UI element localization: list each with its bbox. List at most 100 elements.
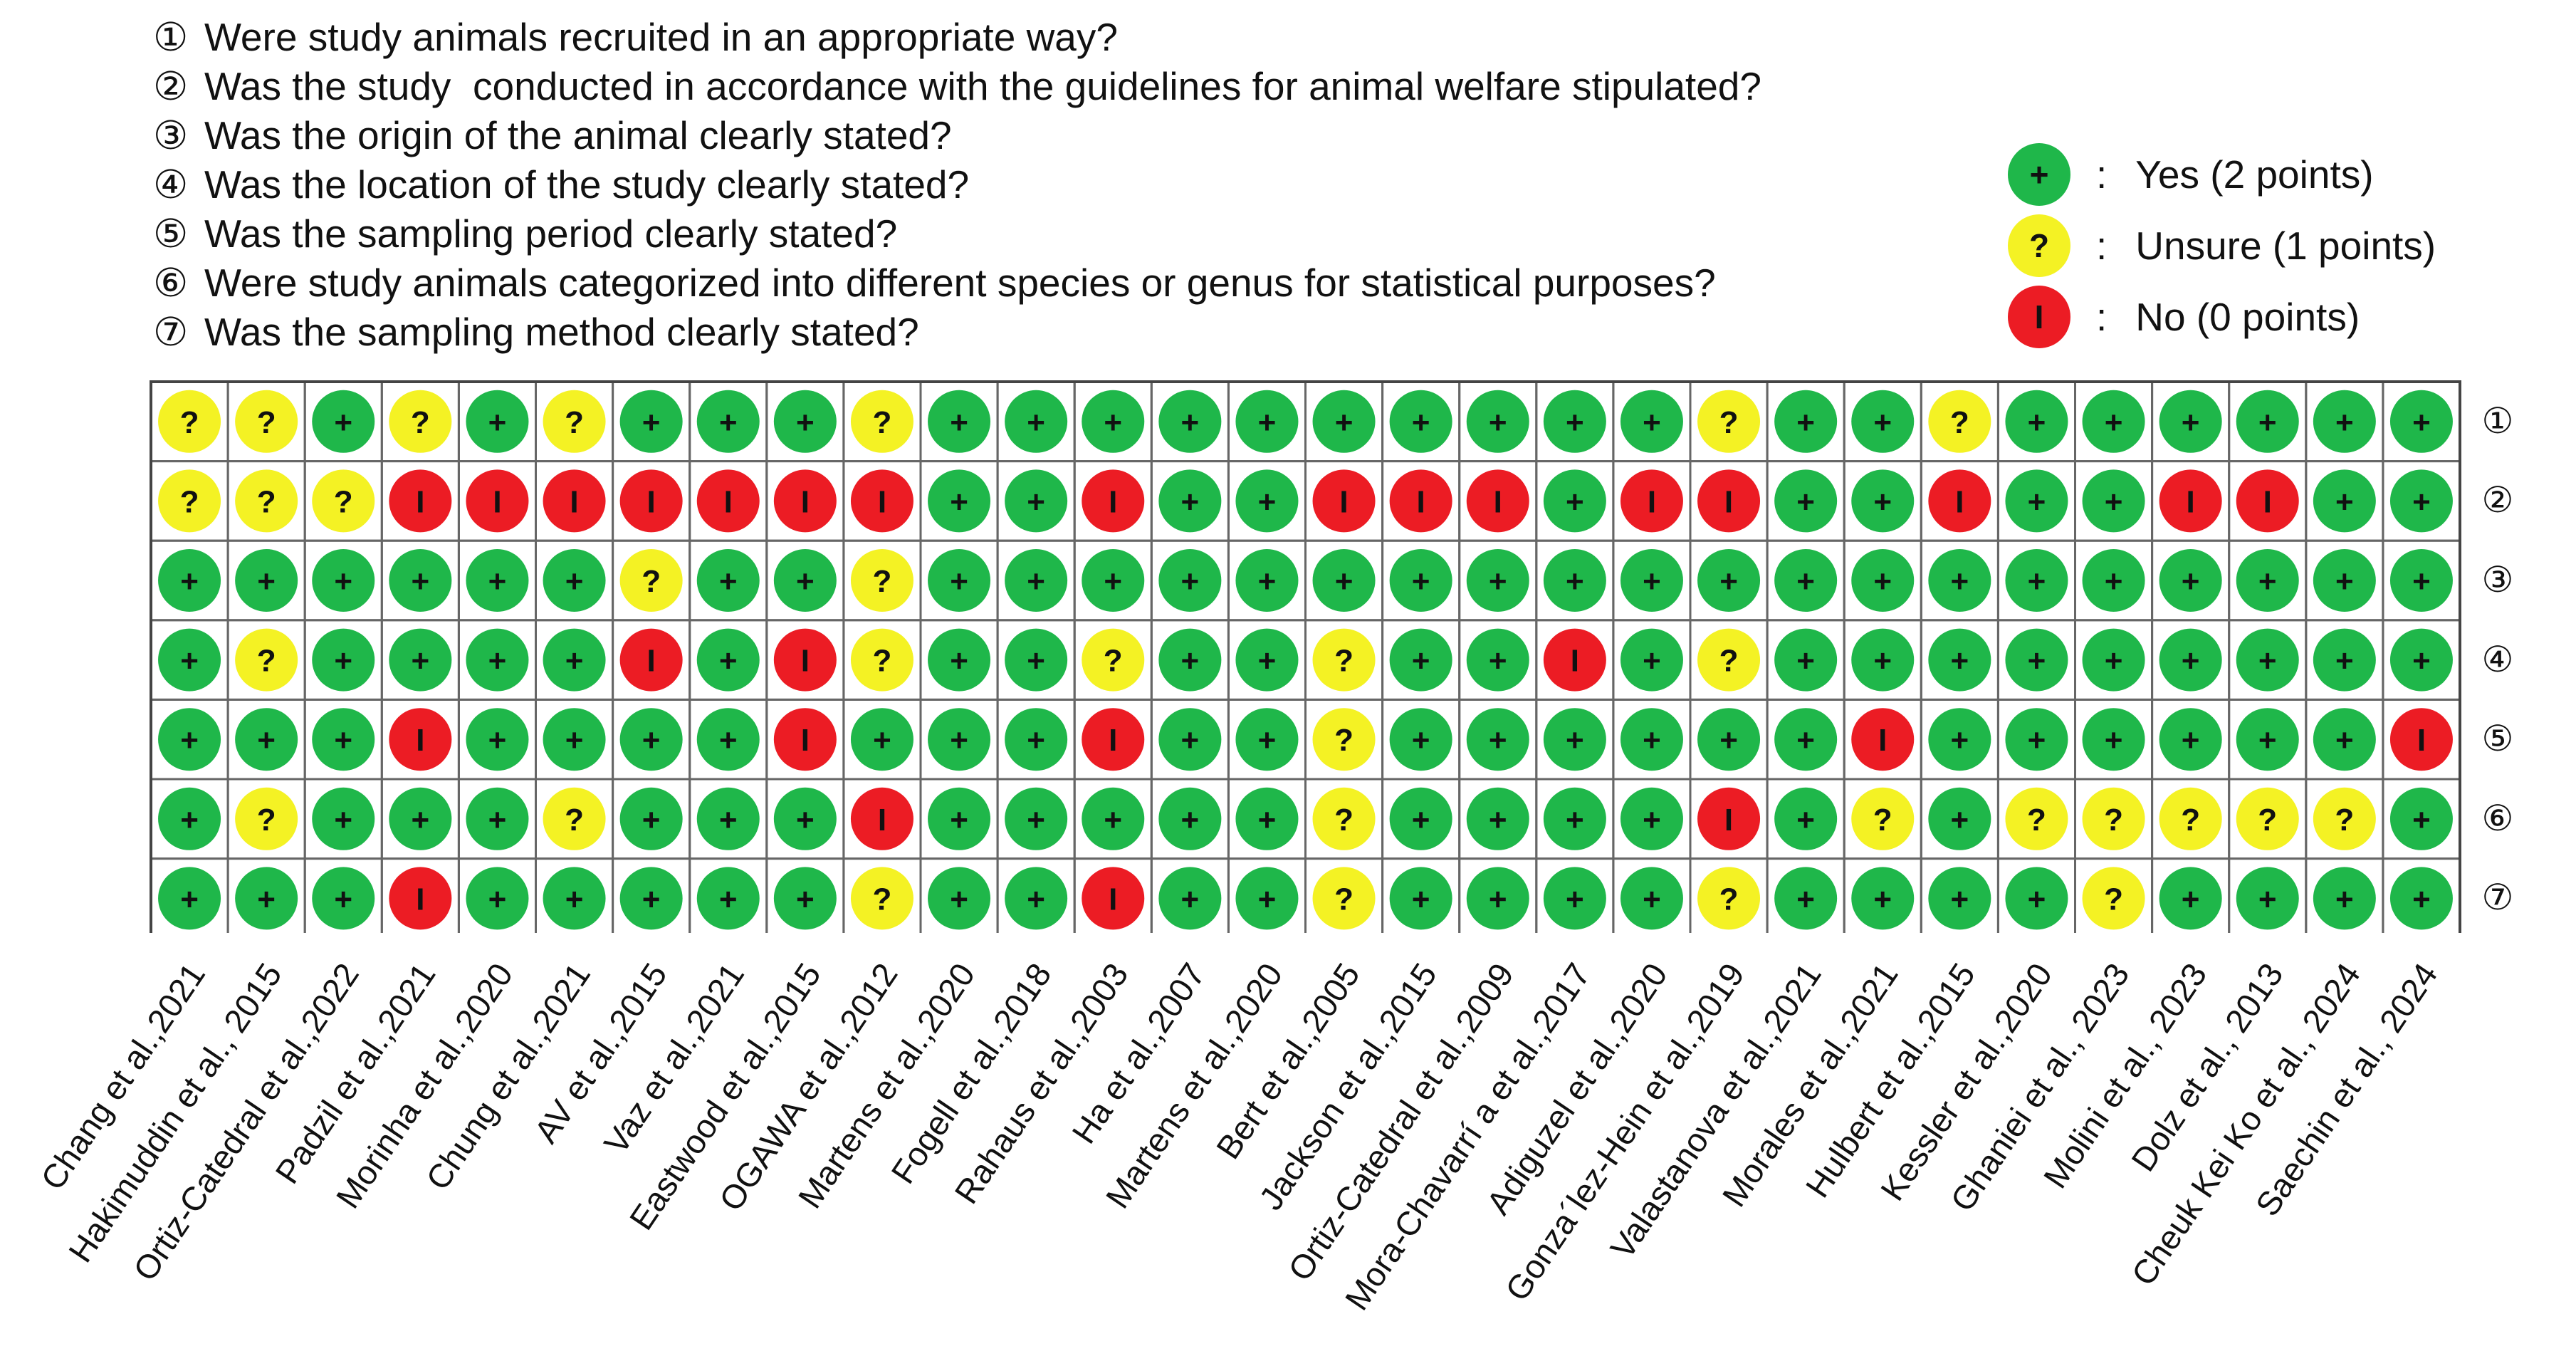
svg-text:+: + [1412,723,1430,758]
rating-yes-icon: + [466,628,529,692]
svg-text:+: + [1489,405,1507,440]
rating-yes-icon: + [158,549,221,612]
legend-no-icon: I [2008,286,2070,348]
rating-yes-icon: + [1158,708,1222,771]
svg-text:+: + [1489,882,1507,917]
svg-text:+: + [2182,644,2200,679]
rating-yes-icon: + [2236,549,2299,612]
svg-text:I: I [416,484,424,519]
rating-yes-icon: + [389,628,452,692]
svg-text:+: + [565,882,584,917]
rating-yes-icon: + [312,628,375,692]
svg-text:+: + [1950,564,1969,599]
svg-text:+: + [2028,484,2046,519]
svg-text:+: + [1027,882,1045,917]
rating-yes-icon: + [2236,708,2299,771]
svg-text:I: I [1417,484,1425,519]
assessment-grid: ?? +? +? + + +? + + + + + + + + + +? + +? + + + + + +??? I I I I I I I… [150,380,2461,933]
svg-text:+: + [565,723,584,758]
legend-item-unsure: ?: Unsure (1 points) [2008,210,2436,281]
rating-yes-icon: + [1697,708,1761,771]
rating-yes-icon: + [2313,549,2376,612]
rating-yes-icon: + [2159,549,2222,612]
rating-yes-icon: + [1928,867,1991,930]
svg-text:I: I [1878,723,1887,758]
rating-yes-icon: + [928,787,991,850]
svg-text:+: + [719,564,738,599]
legend-unsure-icon: ? [2008,214,2070,277]
svg-text:+: + [2258,564,2277,599]
svg-text:+: + [1027,644,1045,679]
rating-yes-icon: + [1620,867,1683,930]
svg-text:+: + [1027,405,1045,440]
rating-yes-icon: + [1543,549,1606,612]
svg-text:+: + [2335,882,2354,917]
rating-unsure-icon: ? [235,787,298,850]
svg-text:+: + [2258,405,2277,440]
svg-text:I: I [878,803,886,838]
rating-yes-icon: + [312,708,375,771]
rating-unsure-icon: ? [1928,390,1991,453]
study-label: Eastwood et al.,2015 [622,956,828,1237]
rating-yes-icon: + [1620,708,1683,771]
rating-yes-icon: + [543,549,606,612]
rating-yes-icon: + [1620,390,1683,453]
svg-text:+: + [334,723,352,758]
study-label: Cheuk Kei Ko et al., 2024 [2123,956,2367,1293]
study-label: Ortiz-Catedral et al.,2009 [1280,956,1521,1288]
rating-no-icon: I [2236,469,2299,533]
rating-yes-icon: + [1697,549,1761,612]
rating-yes-icon: + [1082,390,1145,453]
question-7: ⑦ Was the sampling method clearly stated? [153,308,1761,357]
rating-yes-icon: + [1928,787,1991,850]
question-text: Was the sampling method clearly stated? [204,310,919,354]
svg-text:+: + [1796,405,1815,440]
rating-yes-icon: + [1928,549,1991,612]
rating-no-icon: I [2389,708,2453,771]
svg-text:I: I [2187,484,2195,519]
rating-no-icon: I [1928,469,1991,533]
svg-text:?: ? [1334,882,1354,917]
svg-text:+: + [719,405,738,440]
legend-label: Unsure (1 points) [2135,224,2436,268]
svg-text:?: ? [2104,803,2123,838]
svg-text:+: + [1719,723,1738,758]
rating-unsure-icon: ? [235,390,298,453]
question-3: ③ Was the origin of the animal clearly st… [153,111,1761,160]
svg-text:+: + [565,564,584,599]
rating-yes-icon: + [2005,469,2068,533]
legend-label: No (0 points) [2135,295,2360,339]
rating-yes-icon: + [1158,628,1222,692]
svg-text:+: + [2105,484,2123,519]
rating-yes-icon: + [2389,628,2453,692]
svg-text:+: + [1719,564,1738,599]
legend: +: Yes (2 points)?: Unsure (1 points) I: No … [2008,139,2436,353]
svg-text:+: + [950,644,968,679]
svg-text:+: + [2335,723,2354,758]
rating-yes-icon: + [928,469,991,533]
legend-item-yes: +: Yes (2 points) [2008,139,2436,210]
svg-text:I: I [1109,723,1117,758]
question-6: ⑥ Were study animals categorized into dif… [153,259,1761,308]
study-label: Rahaus et al.,2003 [947,956,1136,1211]
svg-text:+: + [2028,405,2046,440]
svg-text:+: + [2412,882,2431,917]
svg-text:+: + [1258,882,1277,917]
rating-yes-icon: + [1543,867,1606,930]
study-label: Padzil et al.,2021 [268,956,443,1191]
rating-yes-icon: + [928,390,991,453]
rating-no-icon: I [1312,469,1376,533]
rating-yes-icon: + [850,708,913,771]
svg-text:+: + [1412,882,1430,917]
svg-text:+: + [1950,644,1969,679]
rating-yes-icon: + [543,708,606,771]
rating-yes-icon: + [1235,708,1299,771]
svg-text:+: + [1643,644,1661,679]
svg-text:?: ? [1719,644,1739,679]
svg-text:+: + [1796,484,1815,519]
rating-yes-icon: + [312,549,375,612]
rating-yes-icon: + [928,549,991,612]
svg-text:?: ? [257,803,276,838]
svg-text:+: + [1180,803,1199,838]
svg-text:?: ? [257,484,276,519]
